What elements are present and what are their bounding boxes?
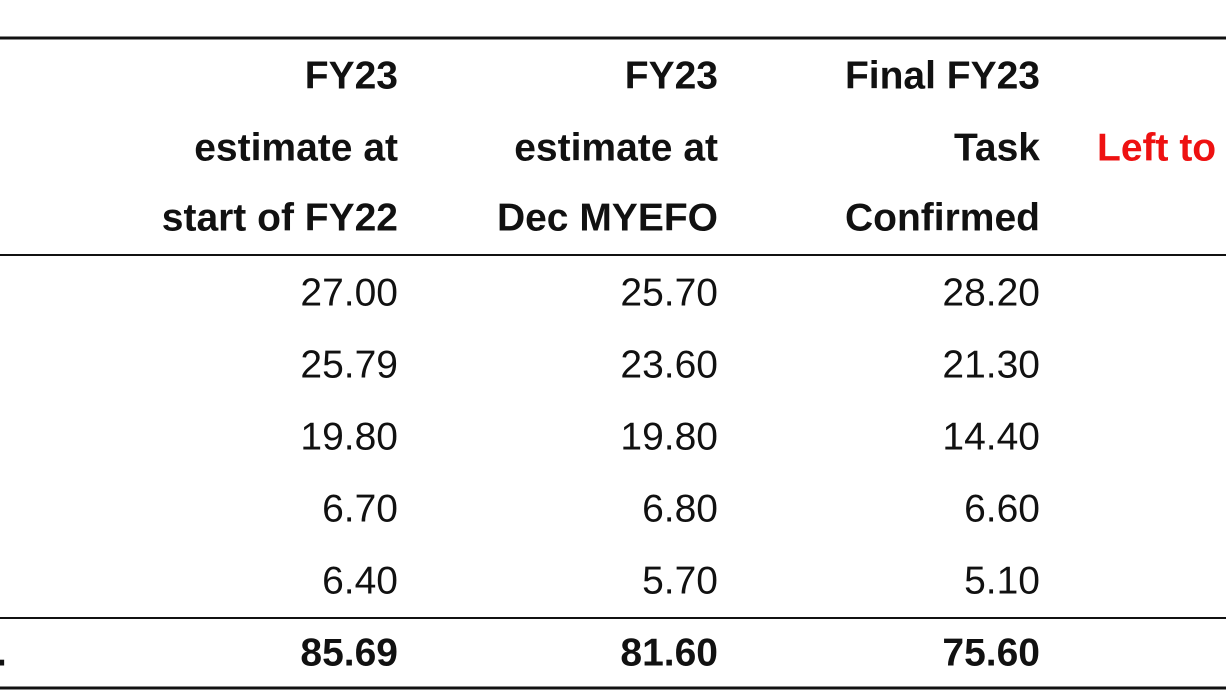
total-cell: 81.60	[620, 631, 718, 674]
header-cell: FY23	[625, 54, 718, 97]
cell: 27.00	[300, 271, 398, 314]
header-cell: start of FY22	[162, 196, 398, 239]
total-cell: 85.69	[300, 631, 398, 674]
header-cell: FY23	[305, 54, 398, 97]
header-cell: estimate at	[514, 126, 718, 169]
cell: 19.80	[300, 415, 398, 458]
header-cell: estimate at	[194, 126, 398, 169]
total-cell: 75.60	[942, 631, 1040, 674]
cell: 28.20	[942, 271, 1040, 314]
cell: 6.60	[964, 487, 1040, 530]
total-label: .	[0, 631, 7, 674]
cell: 6.40	[322, 559, 398, 602]
cell: 25.79	[300, 343, 398, 386]
cell: 25.70	[620, 271, 718, 314]
cell: 5.10	[964, 559, 1040, 602]
cell: 19.80	[620, 415, 718, 458]
cell: 6.80	[642, 487, 718, 530]
header-cell: Dec MYEFO	[497, 196, 718, 239]
cell: 6.70	[322, 487, 398, 530]
header-cell: Final FY23	[845, 54, 1040, 97]
cell: 5.70	[642, 559, 718, 602]
header-cell: Left to	[1097, 126, 1216, 169]
cell: 14.40	[942, 415, 1040, 458]
header-cell: Confirmed	[845, 196, 1040, 239]
header-cell: Task	[954, 126, 1040, 169]
cell: 21.30	[942, 343, 1040, 386]
cell: 23.60	[620, 343, 718, 386]
